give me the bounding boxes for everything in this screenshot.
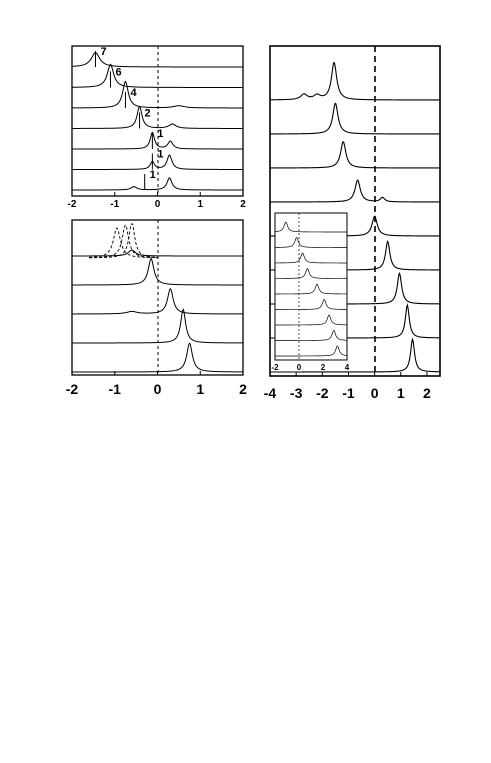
dashed-spectrum-line bbox=[89, 227, 158, 259]
series-label: 1 bbox=[157, 128, 163, 140]
spectrum-line bbox=[72, 308, 244, 344]
panel-a-ticks bbox=[71, 192, 244, 196]
series-label: 1 bbox=[150, 169, 156, 181]
x-tick-label: -3 bbox=[290, 385, 303, 401]
series-label: 4 bbox=[130, 87, 137, 99]
x-tick-label: 1 bbox=[397, 385, 405, 401]
dashed-spectrum-line bbox=[89, 223, 158, 259]
inset-frame bbox=[274, 212, 348, 361]
inset-tick-labels: -2 0 2 4 bbox=[271, 363, 349, 372]
spectrum-line bbox=[274, 268, 347, 279]
panel-c: -4 -3 -2 -1 0 1 2 -2 0 2 4 bbox=[264, 45, 441, 401]
spectrum-line bbox=[72, 131, 243, 150]
spectrum-line bbox=[72, 177, 243, 191]
panel-c-inset: -2 0 2 4 bbox=[271, 212, 350, 372]
x-tick-label: -1 bbox=[342, 385, 355, 401]
x-tick-label: 0 bbox=[154, 381, 162, 397]
series-label: 1 bbox=[157, 149, 163, 161]
spectrum-line bbox=[72, 287, 243, 315]
x-tick-label: 0 bbox=[297, 363, 302, 372]
panel-b-tick-labels: -2 -1 0 1 2 bbox=[66, 381, 247, 397]
spectrum-line bbox=[275, 299, 347, 310]
series-label: 7 bbox=[101, 46, 107, 58]
spectrum-line bbox=[270, 337, 441, 373]
x-tick-label: 1 bbox=[196, 381, 204, 397]
spectrum-line bbox=[275, 314, 348, 326]
x-tick-label: 2 bbox=[321, 363, 326, 372]
panel-a-tick-labels: -2 -1 0 1 2 bbox=[68, 199, 247, 210]
spectrum-line bbox=[71, 63, 243, 88]
spectrum-line bbox=[275, 252, 347, 264]
spectrum-line bbox=[72, 257, 243, 286]
spectrum-line bbox=[270, 102, 440, 135]
panel-c-ticks bbox=[269, 372, 428, 376]
x-tick-label: -1 bbox=[109, 381, 122, 397]
x-tick-label: 0 bbox=[371, 385, 379, 401]
x-tick-label: -2 bbox=[66, 381, 79, 397]
spectrum-line bbox=[71, 52, 243, 68]
panel-b: -2 -1 0 1 2 bbox=[66, 219, 247, 397]
x-tick-label: 2 bbox=[423, 385, 431, 401]
spectrum-line bbox=[275, 283, 347, 295]
spectrum-line bbox=[72, 154, 243, 170]
x-tick-label: 0 bbox=[155, 199, 161, 210]
x-tick-label: 2 bbox=[240, 199, 246, 210]
x-tick-label: -2 bbox=[271, 363, 279, 372]
spectrum-line bbox=[72, 105, 244, 129]
spectrum-line bbox=[275, 345, 348, 357]
x-tick-label: -2 bbox=[316, 385, 329, 401]
series-label: 2 bbox=[145, 108, 151, 120]
spectrum-line bbox=[274, 221, 347, 233]
x-tick-label: -4 bbox=[264, 385, 277, 401]
panel-c-tick-labels: -4 -3 -2 -1 0 1 2 bbox=[264, 385, 431, 401]
x-tick-label: -1 bbox=[110, 199, 119, 210]
spectrum-line bbox=[275, 237, 347, 248]
spectrum-line bbox=[270, 141, 440, 169]
x-tick-label: 4 bbox=[345, 363, 350, 372]
panel-b-ticks bbox=[71, 371, 244, 375]
spectrum-line bbox=[72, 80, 243, 109]
x-tick-label: -2 bbox=[68, 199, 77, 210]
inset-curves bbox=[274, 221, 348, 357]
panel-c-frame bbox=[269, 45, 441, 377]
panel-b-frame bbox=[71, 219, 244, 376]
spectrum-line bbox=[270, 179, 440, 203]
x-tick-label: 1 bbox=[197, 199, 203, 210]
x-tick-label: 2 bbox=[239, 381, 247, 397]
spectrum-line bbox=[275, 330, 348, 341]
spectrum-line bbox=[269, 62, 440, 101]
series-label: 6 bbox=[115, 67, 121, 79]
